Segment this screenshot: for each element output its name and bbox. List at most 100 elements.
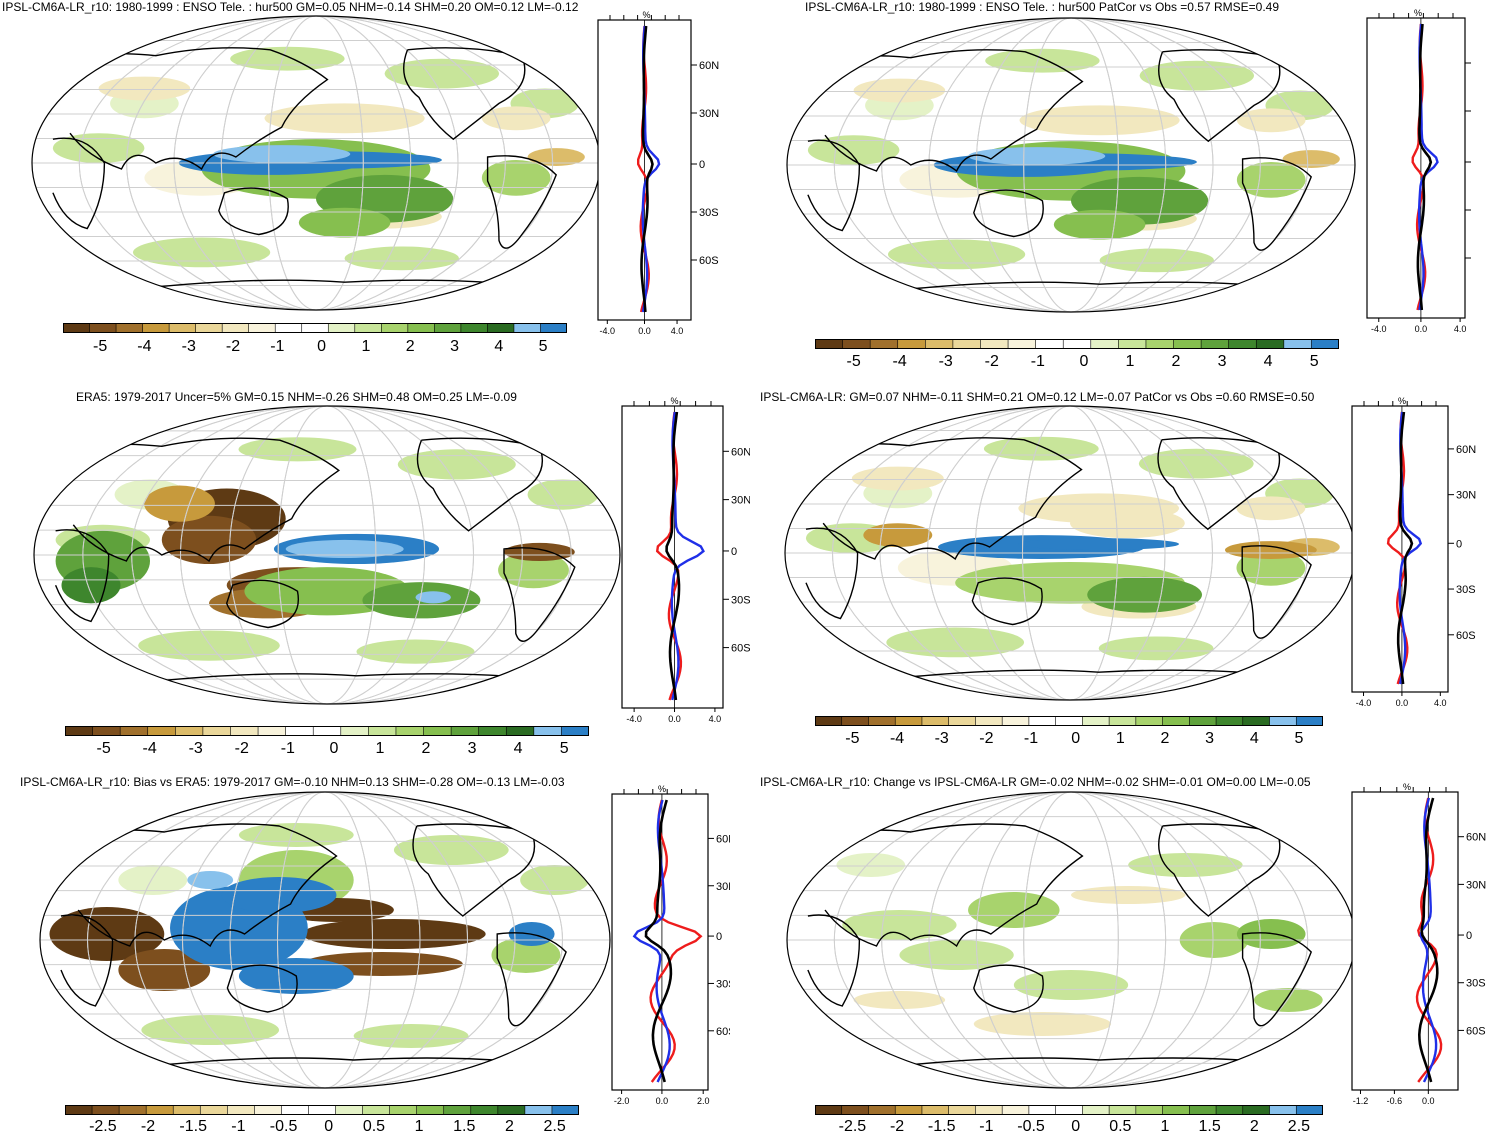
colorbar-swatch (227, 1105, 256, 1115)
colorbar-swatch (389, 1105, 418, 1115)
x-tick-label: -4.0 (1371, 324, 1387, 334)
colorbar-tick-label: 5 (1294, 730, 1304, 747)
x-tick-label: 4.0 (1454, 324, 1467, 334)
panel-title: IPSL-CM6A-LR_r10: 1980-1999 : ENSO Tele.… (805, 0, 1280, 14)
coastline (1241, 545, 1312, 639)
colorbar-tick-label: -1 (231, 1118, 246, 1135)
graticule-line (975, 792, 1167, 1088)
colorbar-swatch (202, 726, 232, 736)
graticule-line (832, 406, 1308, 700)
coastline (971, 577, 1043, 626)
field-contour (264, 103, 425, 134)
latitude-label: 60S (1466, 1025, 1486, 1037)
field-contour (384, 58, 500, 89)
latitude-label: 60S (716, 1026, 730, 1038)
colorbar-tick-label: 1 (414, 1118, 424, 1135)
field-contour (1053, 209, 1146, 240)
colorbar-swatch (524, 1105, 553, 1115)
coastline (412, 823, 536, 917)
colorbar-tick-label: -2 (234, 740, 249, 757)
world-map (33, 405, 621, 705)
colorbar-swatch (1173, 339, 1202, 349)
colorbar-swatch (1001, 1105, 1030, 1115)
map-border (33, 405, 621, 705)
x-tick-label: 0.0 (1422, 1096, 1435, 1106)
colorbar-swatch (1055, 716, 1084, 726)
coastline (67, 437, 340, 563)
colorbar-tick-label: 3 (450, 338, 459, 355)
colorbar-swatch (1145, 339, 1175, 349)
zonal-mean-plot: % 60N 30N 0 30S 60S -1.2 -0.6 0.0 (1351, 782, 1486, 1106)
colorbar-tick-label: -3 (181, 338, 196, 355)
graticule-line (928, 18, 1214, 312)
panel-title: ERA5: 1979-2017 Uncer=5% GM=0.15 NHM=-0.… (76, 390, 517, 404)
graticule-line (182, 792, 468, 1088)
colorbar-swatch (145, 1105, 175, 1115)
latitude-label: 30S (1456, 584, 1476, 596)
coastline (819, 49, 1084, 173)
field-contour (1070, 508, 1185, 539)
colorbar-tick-label: 2 (421, 740, 431, 757)
colorbar-tick-label: -1 (270, 338, 285, 355)
colorbar-swatch (274, 323, 303, 333)
field-contour (344, 246, 459, 271)
field-contour (1254, 988, 1323, 1012)
field-contour (1236, 162, 1306, 198)
zonal-mean-plot: % -4.0 0.0 4.0 (1366, 8, 1471, 334)
colorbar-swatch (478, 726, 508, 736)
colorbar-swatch (65, 726, 94, 736)
colorbar-swatch (416, 1105, 445, 1115)
field-contour (1236, 550, 1306, 586)
colorbar-swatch (1162, 716, 1191, 726)
colorbar-tick-label: 0 (1071, 730, 1081, 747)
graticule-line (1023, 792, 1119, 1088)
colorbar-swatch (147, 726, 177, 736)
field-contour (1071, 886, 1186, 904)
colorbar-tick-label: 0.5 (362, 1118, 386, 1135)
field-contour (213, 145, 351, 163)
x-tick-label: 0.0 (656, 1096, 669, 1106)
colorbar-swatch (92, 726, 121, 736)
colorbar-swatch (815, 1105, 843, 1115)
field-contour (1013, 970, 1129, 1000)
colorbar-tick-label: -1.5 (179, 1118, 208, 1135)
zonal-profile (1416, 23, 1433, 311)
colorbar-swatch (89, 323, 117, 333)
field-contour (863, 523, 933, 548)
colorbar-tick-label: 2 (1171, 353, 1181, 370)
x-tick-label: 0.0 (668, 714, 681, 724)
world-map (784, 405, 1356, 701)
colorbar-swatch (841, 716, 870, 726)
colorbar-swatch (1118, 339, 1147, 349)
zonal-profile (655, 411, 683, 701)
colorbar-swatch (487, 323, 515, 333)
field-contour (230, 46, 345, 71)
colorbar-tick-label: 2.5 (543, 1118, 566, 1135)
colorbar-swatch (842, 339, 871, 349)
colorbar-tick-label: -3 (188, 740, 203, 757)
panel-title: IPSL-CM6A-LR_r10: Change vs IPSL-CM6A-LR… (760, 775, 1311, 789)
coastline (532, 421, 576, 447)
colorbar-swatch (381, 323, 409, 333)
field-contour (887, 239, 1026, 270)
colorbar-swatch (1215, 716, 1244, 726)
colorbar-tick-label: -5 (96, 740, 111, 757)
colorbar-tick-label: -1 (280, 740, 295, 757)
colorbar-swatch (1242, 1105, 1271, 1115)
panel-title: IPSL-CM6A-LR: GM=0.07 NHM=-0.11 SHM=0.21… (760, 390, 1315, 404)
panel-title: IPSL-CM6A-LR_r10: 1980-1999 : ENSO Tele.… (2, 0, 579, 14)
latitude-label: 60S (699, 255, 719, 267)
colorbar (65, 1105, 579, 1115)
colorbar-tick-label: 5 (538, 338, 548, 355)
field-contour (161, 515, 257, 565)
colorbar-tick-label: 2 (405, 338, 415, 355)
zonal-mean-plot: % 60N 30N 0 30S 60S -4.0 0.0 4.0 (597, 10, 719, 336)
colorbar-tick-label: 5 (559, 740, 569, 757)
colorbar-swatch (1028, 1105, 1057, 1115)
latitude-label: 60S (731, 643, 750, 655)
coastline (819, 823, 1084, 948)
graticule-line (833, 18, 1309, 312)
zonal-profile (1386, 411, 1409, 685)
latitude-label: 0 (1466, 930, 1472, 942)
colorbar-tick-label: -4 (892, 353, 907, 370)
